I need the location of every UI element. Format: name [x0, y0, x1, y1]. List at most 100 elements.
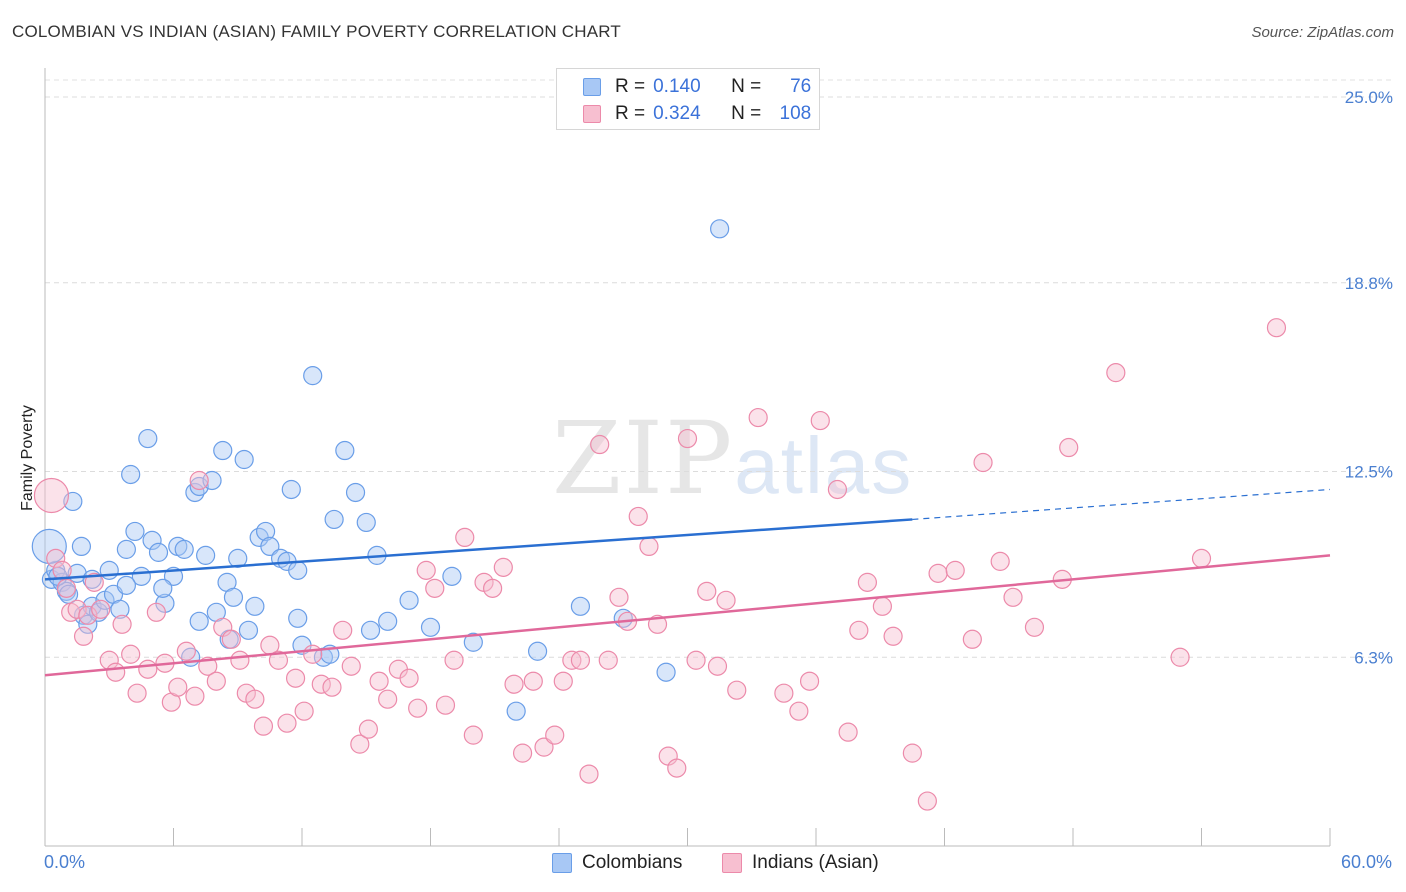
y-tick-label: 12.5%: [1345, 463, 1393, 482]
legend-r-value: 0.324: [653, 103, 701, 124]
indian-point: [33, 477, 70, 514]
bottom-legend-swatch-colombians: [552, 853, 572, 873]
legend-n-value: 76: [790, 76, 812, 97]
indian-point: [84, 572, 104, 592]
colombian-point: [463, 632, 483, 652]
indian-point: [350, 734, 370, 754]
colombian-point: [189, 611, 209, 631]
indian-point: [590, 434, 610, 455]
legend-n-value: 108: [779, 103, 812, 124]
indian-point: [810, 410, 830, 431]
colombian-point: [335, 440, 355, 461]
colombians-trend-line: [44, 518, 913, 581]
indian-point: [285, 668, 306, 688]
indian-point: [990, 551, 1010, 571]
indian-point: [902, 743, 922, 763]
colombian-point: [138, 428, 158, 449]
indian-point: [444, 650, 464, 670]
colombian-point: [116, 539, 136, 559]
indian-point: [883, 626, 903, 646]
colombian-point: [213, 440, 233, 461]
indian-point: [146, 602, 166, 622]
colombian-point: [442, 566, 462, 586]
colombian-point: [345, 482, 366, 503]
indian-point: [176, 641, 196, 661]
colombian-point: [174, 539, 194, 559]
indian-point: [435, 695, 456, 715]
legend-row-indians: R = 0.324 N = 108: [583, 102, 811, 126]
indian-point: [268, 650, 289, 670]
indian-point: [598, 650, 618, 670]
colombian-point: [245, 596, 265, 616]
indian-point: [609, 587, 629, 607]
colombian-point: [288, 560, 308, 580]
indian-point: [512, 743, 533, 763]
indian-point: [455, 527, 475, 548]
indian-point: [185, 686, 205, 706]
indian-point: [677, 428, 698, 449]
colombian-point: [399, 590, 419, 610]
indian-point: [206, 671, 226, 691]
indian-point: [686, 650, 706, 670]
indian-point: [138, 659, 158, 679]
indian-point: [917, 791, 937, 811]
indian-point: [827, 479, 848, 500]
colombians-points: [31, 219, 730, 721]
colombian-point: [110, 599, 130, 619]
indian-point: [1191, 548, 1212, 568]
colombian-point: [121, 464, 141, 485]
bottom-legend-swatch-indians: [722, 853, 742, 873]
indian-point: [716, 590, 736, 610]
colombian-point: [710, 219, 730, 239]
indian-point: [416, 560, 436, 580]
colombian-point: [303, 366, 323, 386]
x-axis-max-label: 60.0%: [1340, 852, 1392, 872]
colombian-point: [281, 479, 301, 500]
legend-r-value: 0.140: [653, 76, 701, 97]
colombian-point: [238, 620, 259, 640]
indian-point: [253, 716, 274, 736]
colombian-point: [228, 548, 248, 568]
colombian-point: [260, 536, 280, 557]
indian-point: [408, 698, 428, 718]
colombian-point: [125, 521, 145, 542]
colombian-point: [288, 608, 308, 628]
indian-point: [1059, 437, 1079, 458]
colombian-point: [506, 701, 526, 721]
y-tick-labels: 6.3% 12.5% 18.8% 25.0%: [1345, 88, 1393, 667]
colombian-point: [223, 587, 244, 607]
colombian-point: [378, 611, 398, 631]
indian-point: [483, 578, 503, 598]
colombian-point: [196, 545, 216, 565]
x-axis-min-label: 0.0%: [44, 852, 86, 872]
indian-point: [1024, 617, 1045, 637]
colombian-point: [356, 512, 376, 533]
colombian-point: [234, 449, 254, 470]
indian-point: [322, 677, 342, 697]
indian-point: [545, 725, 565, 745]
bottom-legend-label-colombians: Colombians: [582, 852, 683, 873]
indian-point: [333, 620, 353, 640]
colombian-point: [656, 662, 676, 682]
indian-point: [121, 644, 141, 664]
indian-point: [667, 758, 687, 778]
indian-point: [493, 557, 513, 577]
indian-point: [774, 683, 794, 703]
indian-point: [628, 506, 648, 527]
axes: [44, 68, 1331, 847]
indian-point: [106, 662, 126, 682]
indian-point: [230, 650, 250, 670]
legend-swatch-colombians: [583, 78, 601, 96]
indian-point: [579, 764, 599, 784]
watermark-atlas: atlas: [734, 421, 914, 510]
bottom-legend-indians: Indians (Asian): [722, 852, 879, 874]
legend-n-label: N =: [731, 103, 762, 124]
indian-point: [849, 620, 869, 640]
watermark-zip: ZIP: [552, 400, 735, 517]
indian-point: [553, 671, 573, 691]
grid: [45, 79, 1392, 658]
indian-point: [311, 674, 331, 694]
legend-row-colombians: R = 0.140 N = 76: [583, 75, 811, 99]
indian-point: [294, 701, 314, 721]
indian-point: [1266, 318, 1287, 338]
